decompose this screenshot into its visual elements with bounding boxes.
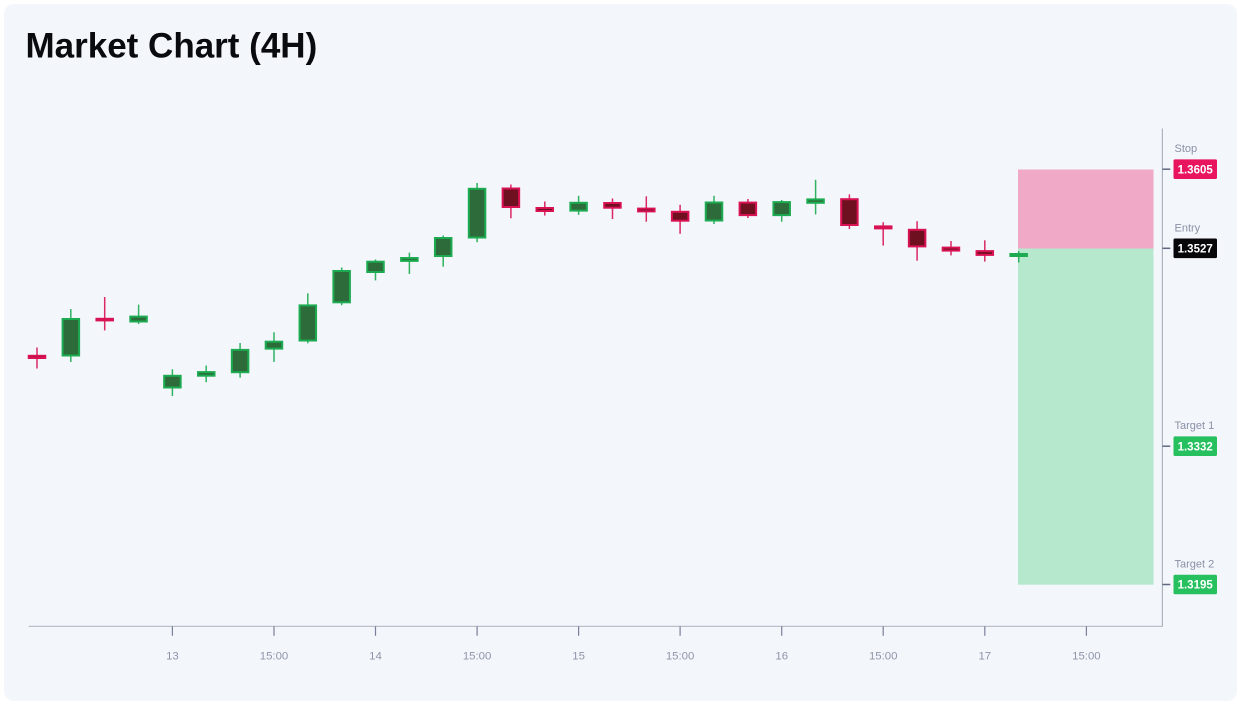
svg-text:Target 2: Target 2	[1175, 559, 1215, 571]
svg-text:Entry: Entry	[1175, 222, 1201, 234]
svg-text:1.3195: 1.3195	[1178, 580, 1214, 592]
svg-text:Market Chart (4H): Market Chart (4H)	[26, 27, 318, 66]
svg-text:1.3605: 1.3605	[1178, 164, 1214, 176]
svg-text:14: 14	[369, 651, 382, 663]
svg-text:15:00: 15:00	[1072, 651, 1101, 663]
svg-text:17: 17	[978, 651, 991, 663]
svg-text:1.3332: 1.3332	[1178, 441, 1213, 453]
svg-text:15:00: 15:00	[260, 651, 289, 663]
svg-text:1.3527: 1.3527	[1178, 243, 1213, 255]
svg-text:Target 1: Target 1	[1175, 420, 1215, 432]
svg-text:Stop: Stop	[1175, 143, 1198, 155]
svg-text:15:00: 15:00	[869, 651, 898, 663]
svg-text:13: 13	[166, 651, 179, 663]
svg-text:15: 15	[572, 651, 585, 663]
svg-text:15:00: 15:00	[666, 651, 695, 663]
svg-text:16: 16	[775, 651, 788, 663]
svg-text:15:00: 15:00	[463, 651, 492, 663]
